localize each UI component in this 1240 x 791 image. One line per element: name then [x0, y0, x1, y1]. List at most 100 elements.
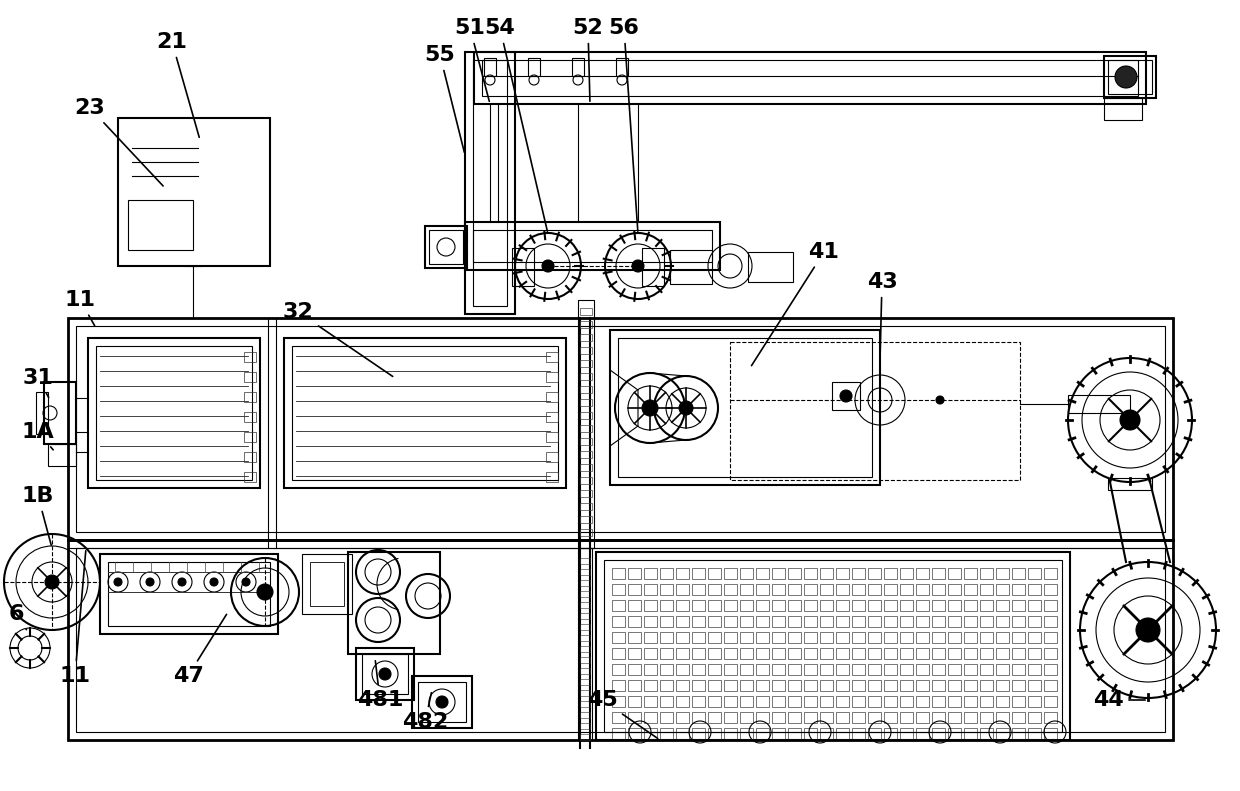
- Bar: [708, 616, 720, 627]
- Bar: [868, 616, 880, 627]
- Bar: [613, 648, 625, 659]
- Bar: [804, 728, 817, 739]
- Bar: [546, 472, 558, 482]
- Bar: [1044, 712, 1056, 723]
- Bar: [512, 248, 534, 286]
- Bar: [932, 664, 945, 675]
- Bar: [1044, 664, 1056, 675]
- Bar: [580, 373, 591, 380]
- Bar: [580, 490, 591, 497]
- Bar: [868, 648, 880, 659]
- Bar: [868, 680, 880, 691]
- Bar: [692, 600, 706, 611]
- Bar: [773, 616, 785, 627]
- Bar: [900, 568, 913, 579]
- Bar: [820, 680, 833, 691]
- Bar: [708, 648, 720, 659]
- Text: 43: 43: [867, 272, 898, 358]
- Bar: [787, 696, 801, 707]
- Bar: [868, 584, 880, 595]
- Bar: [1044, 680, 1056, 691]
- Bar: [1028, 584, 1042, 595]
- Bar: [676, 600, 689, 611]
- Bar: [756, 568, 769, 579]
- Bar: [1109, 478, 1152, 490]
- Circle shape: [1115, 66, 1137, 88]
- Bar: [580, 334, 591, 341]
- Circle shape: [632, 260, 644, 272]
- Bar: [868, 568, 880, 579]
- Bar: [644, 616, 657, 627]
- Bar: [756, 648, 769, 659]
- Bar: [900, 600, 913, 611]
- Bar: [884, 568, 897, 579]
- Bar: [692, 696, 706, 707]
- Bar: [412, 676, 472, 728]
- Bar: [787, 664, 801, 675]
- Bar: [580, 308, 591, 315]
- Bar: [724, 712, 737, 723]
- Bar: [836, 696, 849, 707]
- Text: 45: 45: [587, 690, 657, 739]
- Bar: [528, 58, 539, 76]
- Bar: [627, 616, 641, 627]
- Circle shape: [379, 668, 391, 680]
- Bar: [1012, 584, 1025, 595]
- Bar: [613, 568, 625, 579]
- Bar: [773, 712, 785, 723]
- Bar: [627, 648, 641, 659]
- Bar: [1012, 600, 1025, 611]
- Bar: [996, 584, 1009, 595]
- Bar: [613, 664, 625, 675]
- Text: 482: 482: [402, 693, 448, 732]
- Bar: [868, 728, 880, 739]
- Bar: [474, 52, 1146, 104]
- Bar: [613, 728, 625, 739]
- Bar: [740, 632, 753, 643]
- Bar: [1028, 616, 1042, 627]
- Bar: [580, 602, 590, 608]
- Bar: [773, 664, 785, 675]
- Bar: [900, 728, 913, 739]
- Bar: [100, 554, 278, 634]
- Bar: [980, 616, 993, 627]
- Bar: [748, 252, 794, 282]
- Bar: [1044, 616, 1056, 627]
- Bar: [724, 600, 737, 611]
- Bar: [692, 712, 706, 723]
- Bar: [996, 568, 1009, 579]
- Bar: [580, 529, 591, 536]
- Bar: [1012, 696, 1025, 707]
- Bar: [836, 584, 849, 595]
- Bar: [740, 712, 753, 723]
- Bar: [740, 728, 753, 739]
- Bar: [578, 300, 594, 548]
- Bar: [836, 600, 849, 611]
- Bar: [932, 584, 945, 595]
- Bar: [963, 712, 977, 723]
- Bar: [916, 664, 929, 675]
- Bar: [644, 664, 657, 675]
- Bar: [580, 412, 591, 419]
- Bar: [852, 712, 866, 723]
- Bar: [820, 632, 833, 643]
- Bar: [820, 648, 833, 659]
- Bar: [740, 584, 753, 595]
- Bar: [787, 584, 801, 595]
- Bar: [756, 600, 769, 611]
- Bar: [963, 728, 977, 739]
- Bar: [900, 696, 913, 707]
- Bar: [580, 360, 591, 367]
- Bar: [963, 600, 977, 611]
- Bar: [852, 728, 866, 739]
- Bar: [580, 464, 591, 471]
- Bar: [660, 696, 673, 707]
- Bar: [916, 568, 929, 579]
- Bar: [963, 616, 977, 627]
- Bar: [676, 664, 689, 675]
- Bar: [773, 728, 785, 739]
- Circle shape: [242, 578, 250, 586]
- Bar: [804, 680, 817, 691]
- Bar: [996, 728, 1009, 739]
- Bar: [868, 632, 880, 643]
